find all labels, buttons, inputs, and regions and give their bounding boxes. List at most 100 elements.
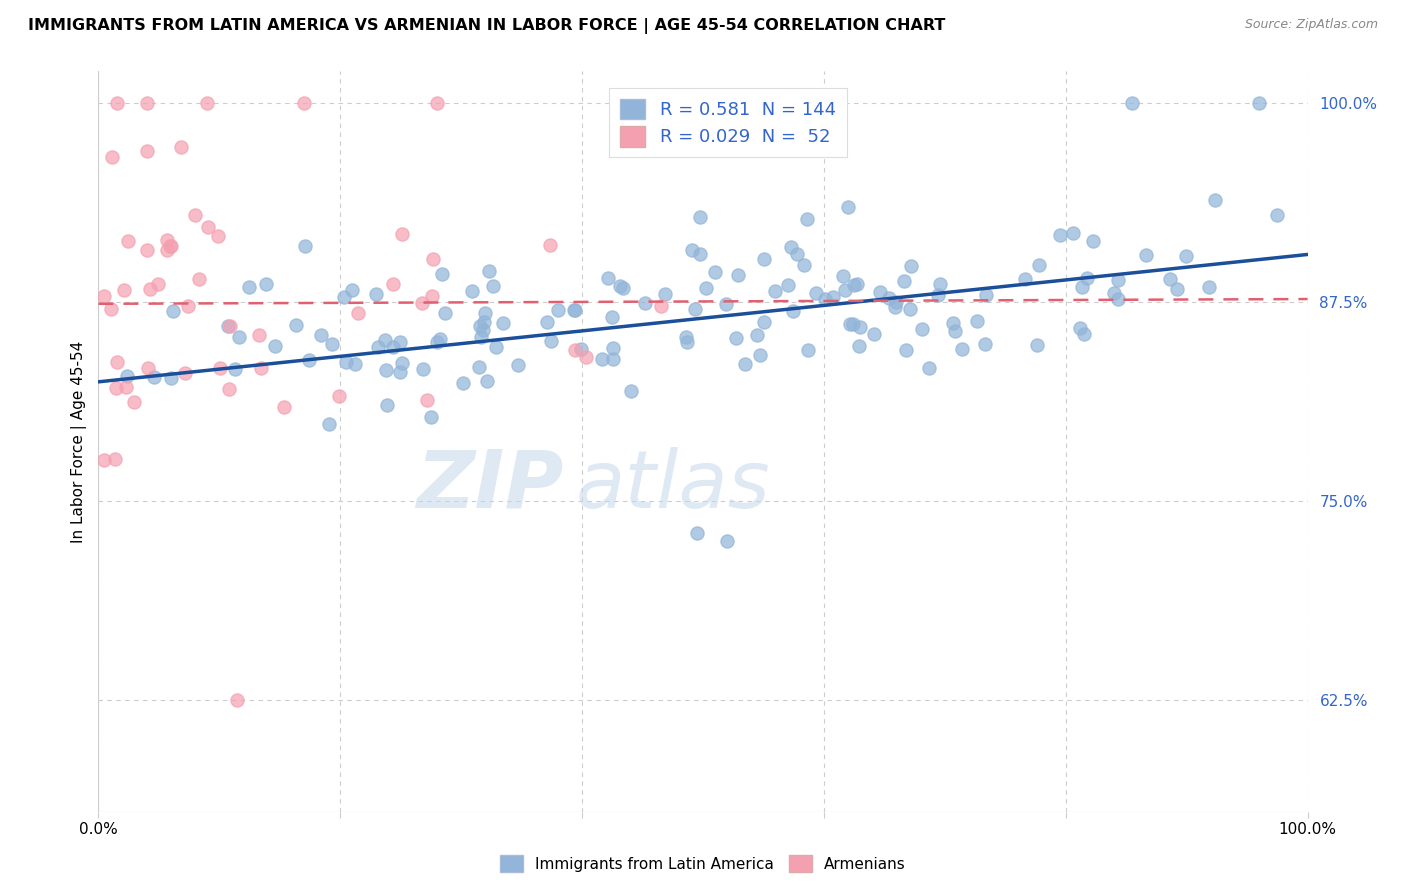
- Point: [748, 348, 770, 362]
- Point: [780, 240, 803, 254]
- Point: [1198, 280, 1220, 294]
- Point: [485, 340, 508, 354]
- Point: [434, 306, 457, 320]
- Point: [1249, 96, 1271, 111]
- Point: [1159, 272, 1181, 286]
- Point: [900, 259, 922, 273]
- Point: [685, 302, 707, 317]
- Point: [910, 322, 932, 336]
- Point: [796, 343, 818, 357]
- Point: [93, 453, 115, 467]
- Point: [704, 265, 727, 279]
- Point: [918, 361, 941, 376]
- Point: [974, 288, 997, 302]
- Point: [156, 243, 179, 257]
- Point: [796, 212, 818, 227]
- Text: atlas: atlas: [576, 447, 770, 525]
- Point: [207, 228, 229, 243]
- Point: [973, 337, 995, 351]
- Point: [478, 264, 501, 278]
- Point: [942, 316, 965, 330]
- Point: [250, 360, 273, 375]
- Point: [786, 247, 808, 261]
- Point: [716, 534, 738, 549]
- Point: [569, 342, 592, 356]
- Point: [170, 140, 193, 154]
- Point: [540, 334, 562, 348]
- Point: [309, 327, 332, 342]
- Point: [634, 295, 657, 310]
- Point: [1166, 282, 1188, 296]
- Point: [391, 356, 413, 370]
- Point: [536, 315, 558, 329]
- Point: [254, 277, 277, 292]
- Point: [884, 301, 907, 315]
- Point: [834, 283, 856, 297]
- Point: [863, 326, 886, 341]
- Point: [238, 280, 260, 294]
- Point: [374, 333, 396, 347]
- Point: [602, 352, 624, 367]
- Point: [432, 267, 454, 281]
- Point: [228, 329, 250, 343]
- Point: [159, 238, 181, 252]
- Point: [842, 317, 865, 331]
- Point: [837, 200, 859, 214]
- Point: [411, 296, 433, 310]
- Point: [139, 282, 162, 296]
- Point: [1104, 285, 1126, 300]
- Point: [482, 278, 505, 293]
- Point: [695, 281, 717, 295]
- Point: [823, 290, 845, 304]
- Point: [184, 208, 207, 222]
- Point: [1121, 96, 1143, 111]
- Point: [1083, 234, 1105, 248]
- Point: [879, 292, 901, 306]
- Point: [966, 314, 988, 328]
- Point: [1028, 258, 1050, 272]
- Point: [101, 151, 124, 165]
- Point: [285, 318, 308, 332]
- Point: [564, 302, 586, 317]
- Point: [364, 286, 387, 301]
- Point: [1107, 292, 1129, 306]
- Point: [846, 277, 869, 292]
- Point: [591, 351, 613, 366]
- Text: Source: ZipAtlas.com: Source: ZipAtlas.com: [1244, 18, 1378, 31]
- Point: [734, 357, 756, 371]
- Point: [716, 297, 738, 311]
- Point: [174, 366, 197, 380]
- Point: [472, 315, 495, 329]
- Point: [832, 269, 855, 284]
- Point: [93, 288, 115, 302]
- Point: [115, 368, 138, 383]
- Point: [117, 234, 139, 248]
- Point: [135, 96, 157, 111]
- Point: [112, 283, 135, 297]
- Point: [725, 331, 748, 345]
- Point: [419, 409, 441, 424]
- Point: [806, 285, 828, 300]
- Point: [162, 304, 184, 318]
- Point: [575, 350, 598, 364]
- Point: [675, 334, 697, 349]
- Point: [217, 318, 239, 333]
- Point: [1069, 321, 1091, 335]
- Point: [814, 293, 837, 307]
- Point: [686, 526, 709, 541]
- Point: [782, 304, 804, 318]
- Point: [681, 243, 703, 257]
- Point: [1049, 227, 1071, 242]
- Point: [218, 382, 240, 396]
- Point: [136, 361, 159, 376]
- Point: [135, 144, 157, 158]
- Point: [426, 334, 449, 349]
- Point: [564, 303, 586, 318]
- Point: [849, 320, 872, 334]
- Point: [609, 279, 631, 293]
- Point: [754, 315, 776, 329]
- Point: [142, 370, 165, 384]
- Point: [100, 301, 122, 316]
- Point: [765, 284, 787, 298]
- Point: [1135, 248, 1157, 262]
